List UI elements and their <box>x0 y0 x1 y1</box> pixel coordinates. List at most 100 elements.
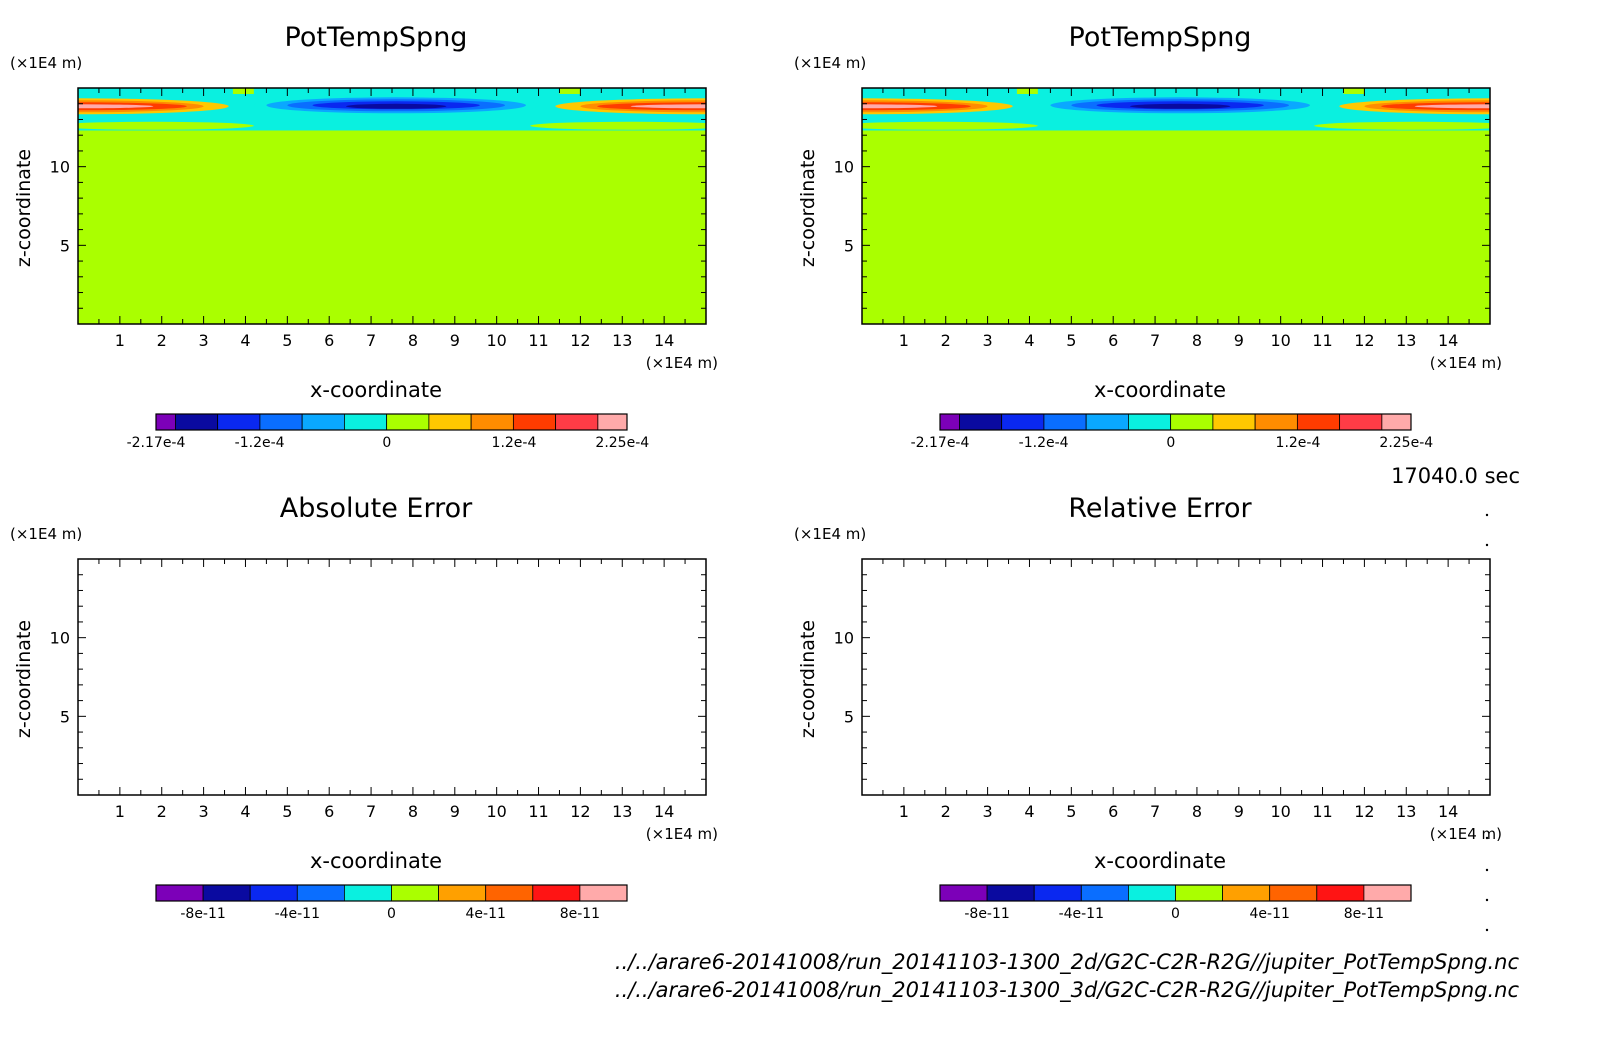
panel-title: PotTempSpng <box>285 22 468 53</box>
x-tick-label: 4 <box>240 802 250 821</box>
colorbar-segment <box>1128 413 1172 431</box>
x-tick-label: 1 <box>899 331 909 350</box>
x-unit-label: (×1E4 m) <box>1430 825 1502 843</box>
x-tick-label: 13 <box>612 331 632 350</box>
colorbar-segment <box>438 884 487 902</box>
x-tick-label: 4 <box>1024 331 1034 350</box>
y-tick-label: 10 <box>834 158 854 177</box>
x-tick-label: 12 <box>1354 802 1374 821</box>
contour-field <box>862 88 1490 324</box>
x-tick-label: 8 <box>408 331 418 350</box>
x-tick-label: 10 <box>486 331 506 350</box>
positive-core <box>1414 104 1490 109</box>
x-unit-label: (×1E4 m) <box>646 825 718 843</box>
x-tick-label: 14 <box>1438 331 1458 350</box>
negative-core <box>1129 103 1231 109</box>
x-tick-label: 8 <box>1192 802 1202 821</box>
colorbar-segment <box>1043 413 1087 431</box>
x-tick-label: 10 <box>1270 331 1290 350</box>
colorbar-label: 2.25e-4 <box>1379 435 1433 451</box>
colorbar-segment <box>1033 884 1082 902</box>
colorbar-label: 0 <box>1171 906 1180 922</box>
colorbar-segment <box>391 884 439 902</box>
x-tick-label: 3 <box>983 331 993 350</box>
x-tick-label: 7 <box>366 802 376 821</box>
colorbar-segment <box>175 413 219 431</box>
x-tick-label: 2 <box>941 802 951 821</box>
colorbar-frame <box>155 884 628 902</box>
sponge-gap <box>1016 88 1038 94</box>
sponge-lobe <box>78 121 254 130</box>
edge-dot <box>1485 928 1489 932</box>
x-tick-label: 14 <box>1438 802 1458 821</box>
x-tick-label: 8 <box>408 802 418 821</box>
x-tick-label: 4 <box>240 331 250 350</box>
x-tick-label: 2 <box>157 802 167 821</box>
colorbar-label: -1.2e-4 <box>1019 435 1069 451</box>
panel-top-left: PotTempSpng(×1E4 m)1 2 3 4 5 6 7 8 9 10 11 12 13 1451… <box>10 22 718 451</box>
colorbar-segment <box>986 884 1035 902</box>
positive-core <box>862 104 938 109</box>
colorbar-segment <box>1339 413 1383 431</box>
sponge-lobe <box>1314 121 1490 130</box>
x-tick-label: 1 <box>115 802 125 821</box>
y-tick-label: 5 <box>844 236 854 255</box>
colorbar-segment <box>1170 413 1214 431</box>
x-tick-label: 1 <box>899 802 909 821</box>
positive-core <box>630 104 706 109</box>
sponge-gap <box>559 88 581 94</box>
colorbar-segment <box>1212 413 1256 431</box>
colorbar-segment <box>1363 884 1412 902</box>
x-tick-label: 11 <box>528 802 548 821</box>
edge-dot <box>1485 868 1489 872</box>
colorbar-segment <box>202 884 251 902</box>
colorbar-label: 2.25e-4 <box>595 435 649 451</box>
colorbar-segment <box>555 413 599 431</box>
x-tick-label: 2 <box>941 331 951 350</box>
sponge-lobe <box>862 121 1038 130</box>
edge-dot <box>1485 543 1489 547</box>
x-unit-label: (×1E4 m) <box>646 354 718 372</box>
y-tick-label: 5 <box>60 707 70 726</box>
colorbar-segment <box>512 413 557 431</box>
colorbar-label: 8e-11 <box>1344 906 1384 922</box>
y-tick-label: 5 <box>60 236 70 255</box>
colorbar-segment <box>155 413 176 431</box>
x-axis-label: x-coordinate <box>310 378 442 402</box>
x-tick-label: 3 <box>199 802 209 821</box>
colorbar-segment <box>597 413 628 431</box>
colorbar-label: 8e-11 <box>560 906 600 922</box>
colorbar-segment <box>1316 884 1365 902</box>
colorbar-label: -4e-11 <box>1059 906 1104 922</box>
x-tick-label: 11 <box>1312 802 1332 821</box>
x-tick-label: 10 <box>1270 802 1290 821</box>
colorbar-label: -8e-11 <box>964 906 1009 922</box>
colorbar-segment <box>301 413 345 431</box>
y-tick-label: 10 <box>50 629 70 648</box>
colorbar-label: 0 <box>387 906 396 922</box>
x-tick-label: 13 <box>1396 802 1416 821</box>
y-axis-label: z-coordinate <box>797 149 819 267</box>
colorbar-segment <box>217 413 261 431</box>
x-tick-label: 9 <box>1234 802 1244 821</box>
x-tick-label: 14 <box>654 331 674 350</box>
colorbar-segment <box>579 884 628 902</box>
colorbar-segment <box>1269 884 1318 902</box>
x-tick-label: 12 <box>570 802 590 821</box>
colorbar-segment <box>1001 413 1045 431</box>
x-tick-label: 5 <box>1066 331 1076 350</box>
colorbar-segment <box>939 413 960 431</box>
x-tick-label: 7 <box>366 331 376 350</box>
x-tick-label: 13 <box>612 802 632 821</box>
x-tick-label: 5 <box>282 331 292 350</box>
panel-top-right: PotTempSpng(×1E4 m)1 2 3 4 5 6 7 8 9 10 11 12 13 1451… <box>794 22 1502 451</box>
y-axis-label: z-coordinate <box>13 620 35 738</box>
y-unit-label: (×1E4 m) <box>794 525 866 543</box>
x-tick-label: 12 <box>1354 331 1374 350</box>
x-tick-label: 5 <box>282 802 292 821</box>
x-tick-label: 13 <box>1396 331 1416 350</box>
colorbar-segment <box>296 884 345 902</box>
x-axis-label: x-coordinate <box>1094 849 1226 873</box>
colorbar-segment <box>386 413 430 431</box>
